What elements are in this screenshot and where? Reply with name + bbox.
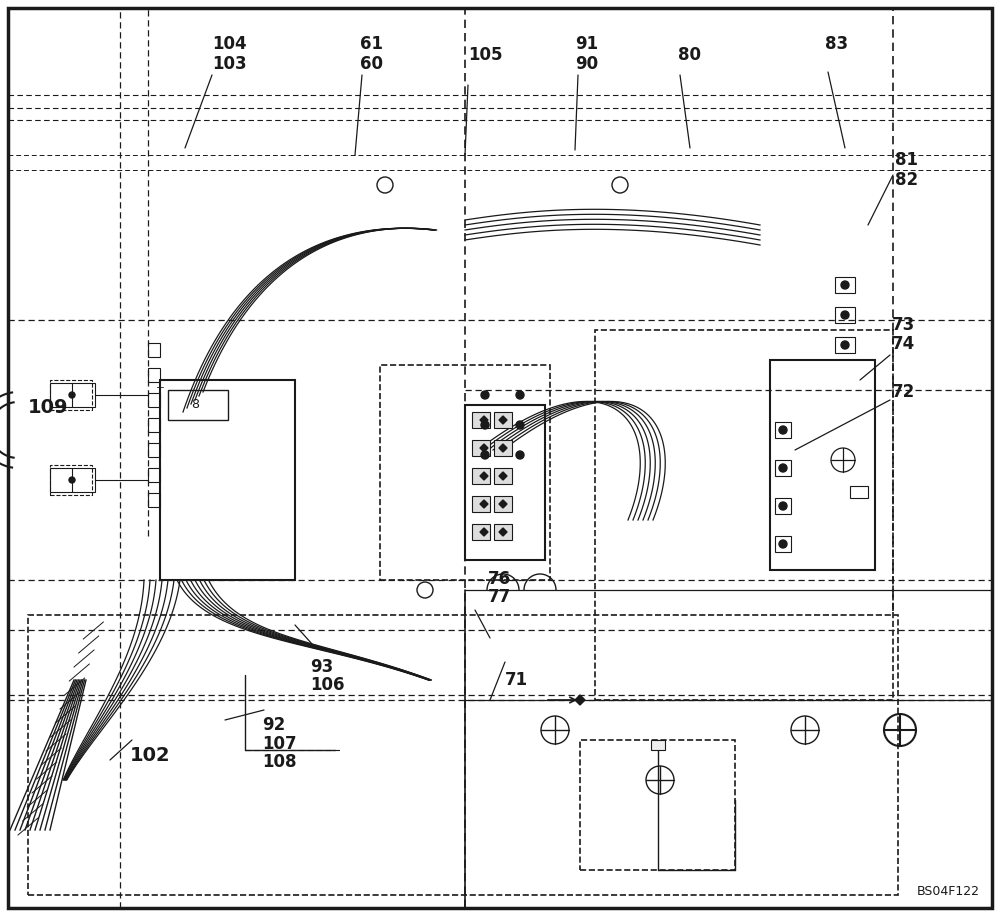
Bar: [148, 343, 160, 357]
Circle shape: [841, 311, 849, 319]
Text: 93: 93: [310, 658, 333, 676]
Bar: [775, 498, 791, 514]
Bar: [148, 443, 160, 457]
Bar: [50, 380, 92, 410]
Circle shape: [779, 464, 787, 472]
Text: 105: 105: [468, 46, 503, 64]
Circle shape: [516, 451, 524, 459]
Bar: [494, 440, 512, 456]
Polygon shape: [480, 528, 488, 536]
Polygon shape: [499, 528, 507, 536]
Bar: [28, 615, 898, 895]
Bar: [472, 468, 490, 484]
Circle shape: [779, 540, 787, 548]
Circle shape: [69, 477, 75, 483]
Bar: [651, 740, 665, 750]
Text: 72: 72: [892, 383, 915, 401]
Bar: [380, 365, 550, 580]
Text: 108: 108: [262, 753, 296, 771]
Bar: [50, 465, 92, 495]
Bar: [775, 422, 791, 438]
Bar: [770, 360, 875, 570]
Text: 103: 103: [212, 55, 247, 73]
Bar: [494, 412, 512, 428]
Bar: [160, 380, 295, 580]
Circle shape: [841, 281, 849, 289]
Bar: [148, 368, 160, 382]
Bar: [168, 390, 228, 420]
Polygon shape: [480, 472, 488, 480]
Bar: [850, 486, 868, 498]
Bar: [775, 536, 791, 552]
Text: 106: 106: [310, 676, 344, 694]
Bar: [595, 330, 893, 700]
Text: 73: 73: [892, 316, 915, 334]
Polygon shape: [499, 472, 507, 480]
Bar: [50, 383, 95, 407]
Circle shape: [779, 502, 787, 510]
Bar: [472, 412, 490, 428]
Text: 82: 82: [895, 170, 918, 189]
Text: 74: 74: [892, 335, 915, 354]
Circle shape: [841, 341, 849, 349]
Bar: [580, 740, 735, 870]
Bar: [148, 418, 160, 432]
Bar: [472, 524, 490, 540]
Bar: [835, 307, 855, 323]
Circle shape: [481, 451, 489, 459]
Polygon shape: [575, 695, 585, 705]
Text: 80: 80: [678, 46, 701, 64]
Bar: [148, 468, 160, 482]
Bar: [494, 524, 512, 540]
Circle shape: [779, 426, 787, 434]
Text: 61: 61: [360, 35, 383, 53]
Text: 76: 76: [488, 570, 511, 588]
Text: 83: 83: [825, 35, 848, 53]
Bar: [494, 496, 512, 512]
Bar: [465, 405, 545, 560]
Bar: [472, 440, 490, 456]
Text: 71: 71: [505, 671, 528, 689]
Text: 102: 102: [130, 747, 171, 765]
Circle shape: [516, 391, 524, 399]
Bar: [148, 393, 160, 407]
Circle shape: [481, 421, 489, 429]
Text: BS04F122: BS04F122: [917, 885, 980, 898]
Text: 109: 109: [28, 398, 68, 417]
Bar: [494, 468, 512, 484]
Polygon shape: [499, 416, 507, 424]
Text: 60: 60: [360, 55, 383, 73]
Polygon shape: [499, 444, 507, 452]
Polygon shape: [499, 500, 507, 508]
Text: 90: 90: [575, 55, 598, 73]
Circle shape: [516, 421, 524, 429]
Text: 107: 107: [262, 735, 297, 753]
Bar: [148, 493, 160, 507]
Bar: [472, 496, 490, 512]
Text: 8: 8: [191, 398, 199, 411]
Text: 91: 91: [575, 35, 598, 53]
Bar: [50, 468, 95, 492]
Text: T: T: [157, 387, 163, 397]
Text: 92: 92: [262, 716, 285, 735]
Text: 104: 104: [212, 35, 247, 53]
Text: 77: 77: [488, 588, 511, 606]
Polygon shape: [480, 416, 488, 424]
Bar: [835, 337, 855, 353]
Circle shape: [69, 392, 75, 398]
Bar: [775, 460, 791, 476]
Polygon shape: [480, 500, 488, 508]
Text: 81: 81: [895, 151, 918, 169]
Polygon shape: [480, 444, 488, 452]
Circle shape: [481, 391, 489, 399]
Bar: [835, 277, 855, 293]
